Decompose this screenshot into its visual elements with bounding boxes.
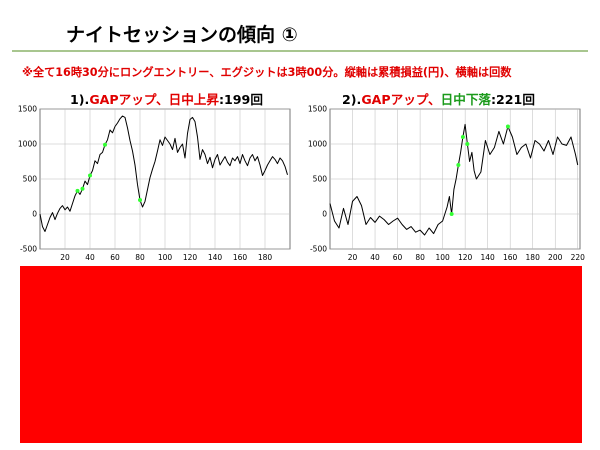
peak-marker bbox=[456, 163, 461, 167]
x-tick-label: 180 bbox=[258, 253, 273, 262]
peak-marker bbox=[449, 212, 454, 216]
y-tick-label: -500 bbox=[310, 245, 327, 254]
x-tick-label: 140 bbox=[480, 253, 495, 262]
chart-2-title: 2).GAPアップ、日中下落:221回 bbox=[342, 89, 535, 108]
note-part: にロングエントリー、エグジットは bbox=[108, 66, 288, 79]
peak-marker bbox=[103, 142, 107, 147]
x-tick-label: 100 bbox=[435, 253, 450, 262]
note-part: ※全て bbox=[22, 66, 56, 79]
y-tick-label: 0 bbox=[32, 210, 37, 219]
y-tick-label: 1500 bbox=[308, 105, 327, 114]
chart-1-title-part: 1). bbox=[70, 92, 90, 107]
x-tick-label: 60 bbox=[393, 253, 403, 262]
chart-2-title-part: 2). bbox=[342, 92, 362, 107]
note-part: 3時00分 bbox=[287, 66, 334, 79]
peak-marker bbox=[138, 198, 142, 202]
note-part: 。縦軸は累積損益(円)、横軸は回数 bbox=[333, 66, 512, 79]
y-tick-label: 0 bbox=[322, 210, 327, 219]
x-tick-label: 20 bbox=[348, 253, 358, 262]
series-line bbox=[39, 115, 288, 232]
x-tick-label: 40 bbox=[85, 253, 95, 262]
note-part: 16時30分 bbox=[55, 66, 109, 79]
x-tick-label: 60 bbox=[110, 253, 120, 262]
chart-1-title-part: GAPアップ、日中上昇 bbox=[89, 92, 219, 107]
y-tick-label: 500 bbox=[23, 175, 38, 184]
slide-note: ※全て16時30分にロングエントリー、エグジットは3時00分。縦軸は累積損益(円… bbox=[22, 64, 511, 80]
chart-2-title-part: :221回 bbox=[491, 92, 535, 107]
x-tick-label: 120 bbox=[458, 253, 473, 262]
chart-1: -500 0 500 1000 1500 20 40 60 80 100 120 140 160 180 bbox=[8, 105, 298, 267]
chart-2-title-part: GAPアップ、 bbox=[361, 92, 441, 107]
chart-1-title: 1).GAPアップ、日中上昇:199回 bbox=[70, 89, 263, 108]
x-tick-label: 200 bbox=[548, 253, 563, 262]
y-tick-label: 500 bbox=[313, 175, 328, 184]
x-tick-label: 20 bbox=[60, 253, 70, 262]
x-tick-label: 120 bbox=[183, 253, 198, 262]
x-tick-label: 100 bbox=[158, 253, 173, 262]
peak-marker bbox=[88, 173, 92, 178]
y-tick-label: 1000 bbox=[308, 140, 327, 149]
title-divider bbox=[12, 50, 588, 52]
x-tick-label: 160 bbox=[233, 253, 248, 262]
chart-2: -500 0 500 1000 1500 20 40 60 80 100 120 140 160 180 2… bbox=[298, 105, 588, 267]
x-tick-label: 160 bbox=[503, 253, 518, 262]
peak-marker bbox=[80, 186, 85, 191]
chart-2-svg: -500 0 500 1000 1500 20 40 60 80 100 120 140 160 180 2… bbox=[308, 105, 586, 262]
peak-marker bbox=[465, 142, 470, 146]
x-tick-label: 180 bbox=[526, 253, 541, 262]
peak-marker bbox=[460, 135, 465, 139]
x-tick-label: 40 bbox=[370, 253, 380, 262]
redacted-overlay bbox=[20, 266, 582, 443]
slide-title: ナイトセッションの傾向 ① bbox=[66, 24, 298, 46]
chart-2-title-part: 日中下落 bbox=[440, 92, 491, 107]
x-tick-label: 80 bbox=[415, 253, 425, 262]
chart-1-title-part: :199回 bbox=[219, 92, 263, 107]
chart-1-svg: -500 0 500 1000 1500 20 40 60 80 100 120 140 160 180 bbox=[18, 105, 291, 262]
y-tick-label: 1000 bbox=[18, 140, 37, 149]
x-tick-label: 80 bbox=[135, 253, 145, 262]
peak-marker bbox=[75, 188, 80, 193]
y-tick-label: -500 bbox=[20, 245, 37, 254]
peak-marker bbox=[505, 124, 510, 129]
y-tick-label: 1500 bbox=[18, 105, 37, 114]
x-tick-label: 220 bbox=[571, 253, 586, 262]
x-tick-label: 140 bbox=[208, 253, 223, 262]
